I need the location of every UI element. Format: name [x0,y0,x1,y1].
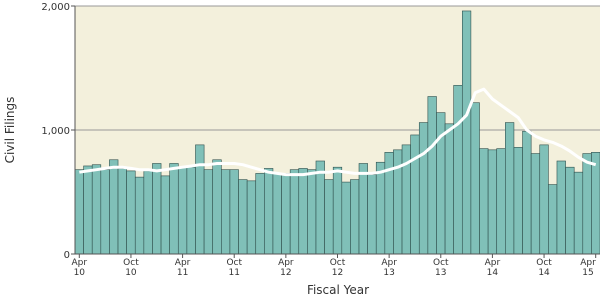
bar [143,170,153,255]
bar [298,168,308,255]
bar [109,159,119,255]
x-tick-label: Oct 11 [226,258,242,278]
bar [479,148,489,255]
bar [91,164,102,255]
bar [203,169,214,255]
bar [453,85,463,255]
bar [83,165,93,255]
x-tick-label: Oct 10 [123,258,139,278]
bar [332,166,343,255]
bar [548,184,558,255]
x-axis-title: Fiscal Year [307,283,369,297]
x-tick-label: Oct 12 [329,258,346,278]
bar [264,168,274,255]
bar [496,148,506,255]
bar [582,153,592,255]
bar [134,176,145,255]
bar [272,173,282,255]
bar [367,174,377,255]
bar [100,169,110,255]
bar [74,169,84,255]
bar [350,179,360,255]
x-tick-label: Apr 14 [484,258,501,278]
y-axis-title: Civil Filings [3,97,17,164]
bar [375,161,386,255]
bar [591,152,600,255]
x-tick-label: Oct 13 [432,258,449,278]
bar [444,123,454,255]
bar [341,181,351,255]
x-tick-label: Oct 14 [536,258,552,278]
x-tick-label: Apr 11 [174,258,191,278]
bar [505,122,515,255]
bar [152,163,162,255]
bar [539,144,549,255]
bar [229,169,239,255]
bar [358,163,368,255]
bar [513,147,523,255]
bar [246,180,257,255]
bar [410,134,420,255]
bar [126,170,136,255]
bar [324,179,334,255]
bar [117,168,127,255]
bar [461,10,472,255]
bar [556,160,566,255]
bar [573,171,584,255]
bar [315,160,325,255]
bar [289,169,300,255]
bar [177,166,188,255]
x-tick-label: Apr 15 [580,258,596,278]
bar [487,149,498,255]
bar [522,130,532,255]
x-tick-label: Apr 10 [71,258,88,278]
bar [530,153,541,255]
bar [221,169,231,255]
bar [255,173,265,255]
x-tick-label: Apr 12 [278,258,294,278]
y-tick-label: 0 [64,250,70,261]
bar [169,163,179,255]
bar [565,166,575,255]
bar [470,102,480,255]
bar [238,179,248,255]
bar [186,166,196,255]
bar [212,159,222,255]
bar [307,169,317,255]
y-tick-label: 1,000 [41,126,70,137]
y-tick-label: 2,000 [41,2,70,13]
bar [160,175,170,255]
trend-line [79,87,597,177]
bar [427,96,437,255]
x-tick-label: Apr 13 [381,258,397,278]
bar [281,173,291,255]
bar [418,122,429,255]
bar [195,144,205,255]
